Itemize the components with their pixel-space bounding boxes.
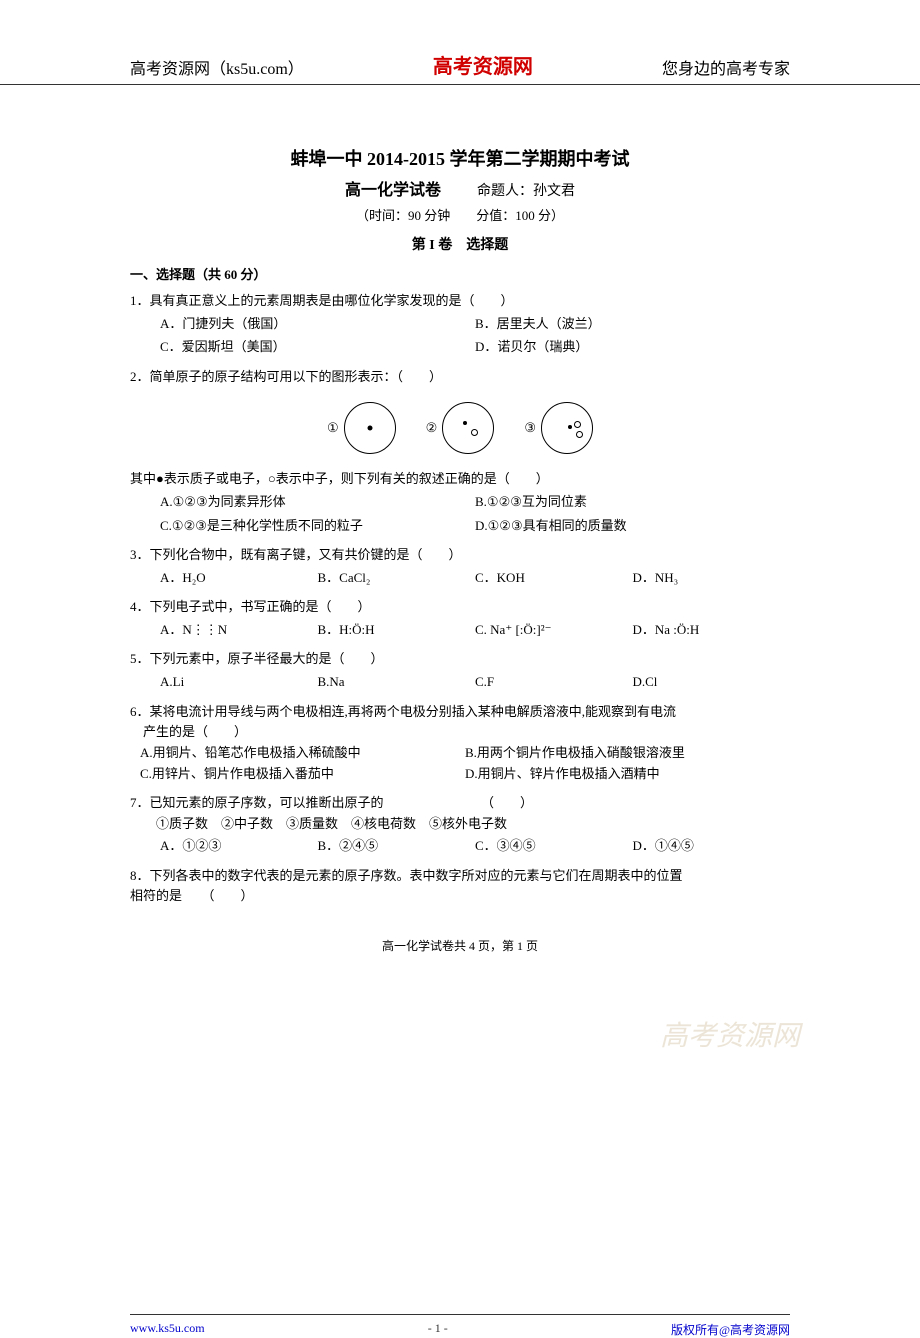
exam-subtitle: 高一化学试卷 命题人：孙文君 <box>130 176 790 200</box>
q1-option-b: B．居里夫人（波兰） <box>475 312 790 335</box>
q7-items: ①质子数 ②中子数 ③质量数 ④核电荷数 ⑤核外电子数 <box>130 814 790 835</box>
page-number: 高一化学试卷共 4 页，第 1 页 <box>130 937 790 954</box>
q2-option-d: D.①②③具有相同的质量数 <box>475 514 790 537</box>
question-7: 7．已知元素的原子序数，可以推断出原子的 （ ） ①质子数 ②中子数 ③质量数 … <box>130 793 790 858</box>
q1-option-a: A．门捷列夫（俄国） <box>160 312 475 335</box>
q6-option-a: A.用铜片、铅笔芯作电极插入稀硫酸中 <box>140 743 465 764</box>
q7-option-b: B．②④⑤ <box>318 834 476 857</box>
q5-stem: 5．下列元素中，原子半径最大的是（ ） <box>130 649 790 670</box>
watermark-text: 高考资源网 <box>0 974 920 1054</box>
atom-diagram: ① ② ③ <box>130 402 790 454</box>
header-left: 高考资源网（ks5u.com） <box>130 55 304 79</box>
neutron-ring-icon <box>574 421 581 428</box>
subject-name: 高一化学试卷 <box>345 182 441 199</box>
footer-url: www.ks5u.com <box>130 1321 205 1338</box>
header-right: 您身边的高考专家 <box>662 55 790 79</box>
q6-stem2: 产生的是（ ） <box>130 722 790 743</box>
q2-stem: 2．简单原子的原子结构可用以下的图形表示：（ ） <box>130 367 790 388</box>
subsection-header: 一、选择题（共 60 分） <box>130 264 790 283</box>
page-footer: www.ks5u.com - 1 - 版权所有@高考资源网 <box>0 1314 920 1338</box>
question-1: 1．具有真正意义上的元素周期表是由哪位化学家发现的是（ ） A．门捷列夫（俄国）… <box>130 291 790 359</box>
q3-option-c: C．KOH <box>475 566 633 589</box>
q1-option-c: C．爱因斯坦（美国） <box>160 335 475 358</box>
atom-2-circle <box>442 402 494 454</box>
q2-option-a: A.①②③为同素异形体 <box>160 490 475 513</box>
q2-note: 其中●表示质子或电子，○表示中子，则下列有关的叙述正确的是（ ） <box>130 469 790 490</box>
footer-page: - 1 - <box>428 1321 448 1338</box>
question-8: 8．下列各表中的数字代表的是元素的原子序数。表中数字所对应的元素与它们在周期表中… <box>130 866 790 908</box>
q3-option-b: B．CaCl₂ <box>318 566 476 589</box>
q4-option-b: B．H:Ö:H <box>318 618 476 641</box>
q7-option-c: C．③④⑤ <box>475 834 633 857</box>
neutron-ring-icon <box>576 431 583 438</box>
atom-2-label: ② <box>426 418 438 439</box>
question-4: 4．下列电子式中，书写正确的是（ ） A．N⋮⋮N B．H:Ö:H C. Na⁺… <box>130 597 790 641</box>
exam-title: 蚌埠一中 2014-2015 学年第二学期期中考试 <box>130 145 790 171</box>
question-5: 5．下列元素中，原子半径最大的是（ ） A.Li B.Na C.F D.Cl <box>130 649 790 693</box>
atom-3-label: ③ <box>524 418 536 439</box>
q2-option-b: B.①②③互为同位素 <box>475 490 790 513</box>
atom-1-circle <box>344 402 396 454</box>
q8-stem: 8．下列各表中的数字代表的是元素的原子序数。表中数字所对应的元素与它们在周期表中… <box>130 866 790 887</box>
atom-3: ③ <box>524 402 593 454</box>
q6-option-c: C.用锌片、铜片作电极插入番茄中 <box>140 764 465 785</box>
q7-stem: 7．已知元素的原子序数，可以推断出原子的 （ ） <box>130 793 790 814</box>
q4-option-c: C. Na⁺ [:Ö:]²⁻ <box>475 618 633 641</box>
q8-stem2: 相符的是 （ ） <box>130 886 790 907</box>
q4-stem: 4．下列电子式中，书写正确的是（ ） <box>130 597 790 618</box>
section-header: 第 I 卷 选择题 <box>130 234 790 254</box>
proton-dot-icon <box>367 426 372 431</box>
atom-1-label: ① <box>327 418 339 439</box>
q4-option-a: A．N⋮⋮N <box>160 618 318 641</box>
footer-copyright: 版权所有@高考资源网 <box>671 1321 790 1338</box>
q3-stem: 3．下列化合物中，既有离子键，又有共价键的是（ ） <box>130 545 790 566</box>
q5-option-b: B.Na <box>318 670 476 693</box>
author-name: 命题人：孙文君 <box>477 184 575 199</box>
q7-option-d: D．①④⑤ <box>633 834 791 857</box>
q6-option-b: B.用两个铜片作电极插入硝酸银溶液里 <box>465 743 790 764</box>
header-center-logo: 高考资源网 <box>433 50 533 79</box>
atom-2: ② <box>426 402 495 454</box>
exam-info: （时间：90 分钟 分值：100 分） <box>130 205 790 224</box>
question-3: 3．下列化合物中，既有离子键，又有共价键的是（ ） A．H₂O B．CaCl₂ … <box>130 545 790 589</box>
q3-option-a: A．H₂O <box>160 566 318 589</box>
q5-option-a: A.Li <box>160 670 318 693</box>
q7-option-a: A．①②③ <box>160 834 318 857</box>
q5-option-c: C.F <box>475 670 633 693</box>
proton-dot-icon <box>463 421 467 425</box>
page-header: 高考资源网（ks5u.com） 高考资源网 您身边的高考专家 <box>0 0 920 85</box>
q6-stem: 6．某将电流计用导线与两个电极相连,再将两个电极分别插入某种电解质溶液中,能观察… <box>130 702 790 723</box>
neutron-ring-icon <box>471 429 478 436</box>
q2-option-c: C.①②③是三种化学性质不同的粒子 <box>160 514 475 537</box>
proton-dot-icon <box>568 425 572 429</box>
q3-option-d: D．NH₃ <box>633 566 791 589</box>
q6-option-d: D.用铜片、锌片作电极插入酒精中 <box>465 764 790 785</box>
question-6: 6．某将电流计用导线与两个电极相连,再将两个电极分别插入某种电解质溶液中,能观察… <box>130 702 790 785</box>
atom-1: ① <box>327 402 396 454</box>
q4-option-d: D．Na :Ö:H <box>633 618 791 641</box>
atom-3-circle <box>541 402 593 454</box>
exam-content: 蚌埠一中 2014-2015 学年第二学期期中考试 高一化学试卷 命题人：孙文君… <box>0 85 920 974</box>
q5-option-d: D.Cl <box>633 670 791 693</box>
q1-option-d: D．诺贝尔（瑞典） <box>475 335 790 358</box>
q1-stem: 1．具有真正意义上的元素周期表是由哪位化学家发现的是（ ） <box>130 291 790 312</box>
question-2: 2．简单原子的原子结构可用以下的图形表示：（ ） ① ② ③ <box>130 367 790 537</box>
